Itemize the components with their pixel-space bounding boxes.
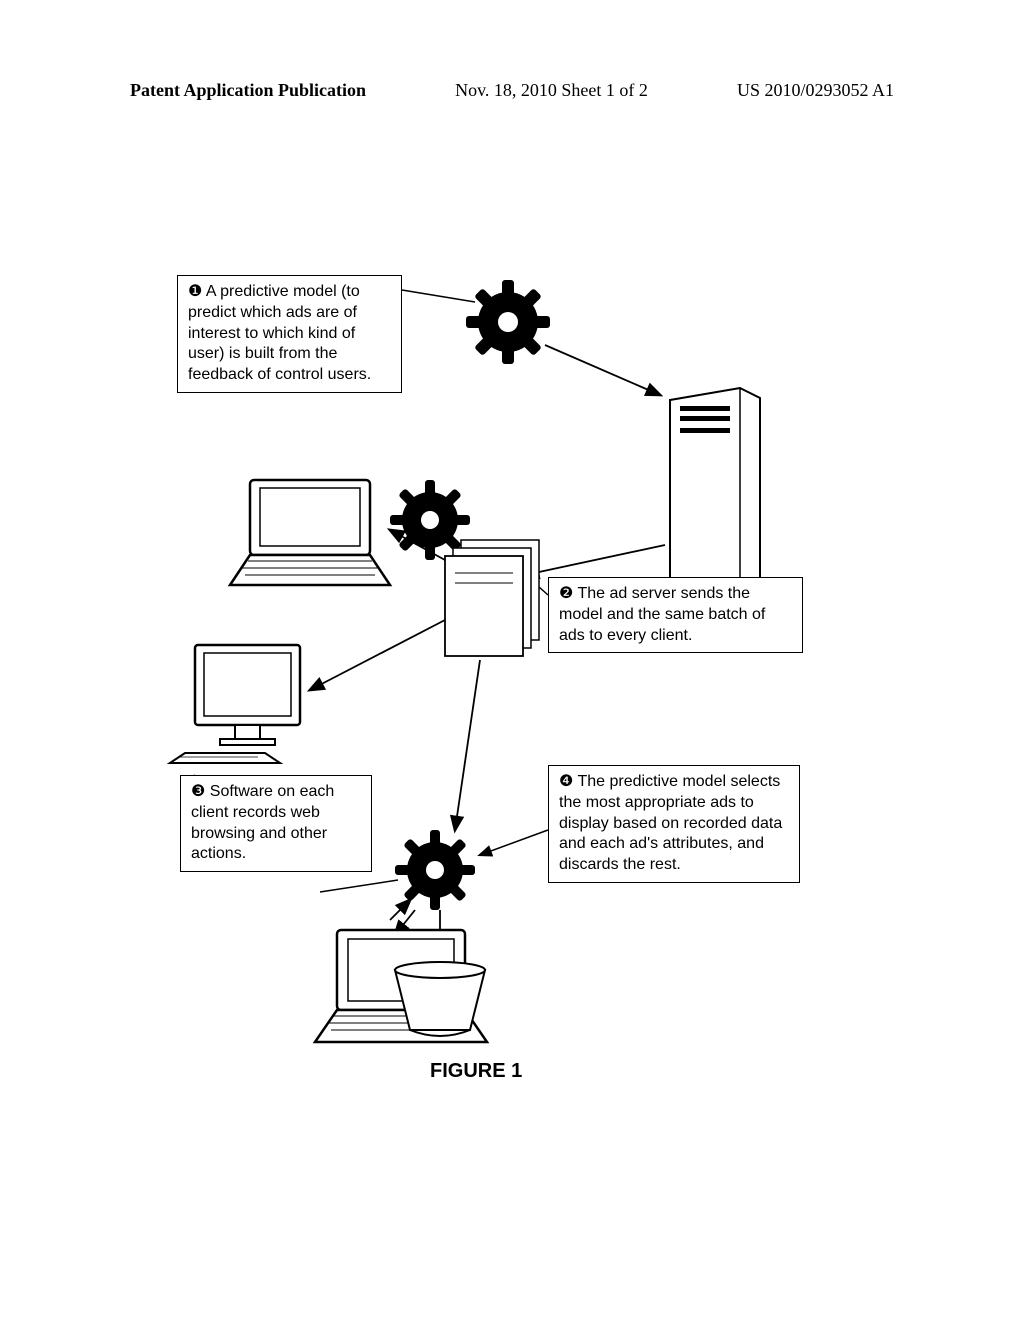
callout-text-1: A predictive model (to predict which ads… (188, 283, 371, 383)
callout-box-4: ❹ The predictive model selects the most … (548, 765, 800, 883)
desktop-icon (170, 645, 300, 763)
documents-icon (445, 540, 539, 656)
server-icon (670, 388, 760, 593)
figure-canvas (0, 0, 1024, 1320)
callout-number-4: ❹ (559, 773, 573, 790)
callout-box-1: ❶ A predictive model (to predict which a… (177, 275, 402, 393)
callout-number-3: ❸ (191, 783, 205, 800)
callout-number-2: ❷ (559, 585, 573, 602)
trash-icon (395, 962, 485, 1036)
callout-number-1: ❶ (188, 283, 202, 300)
callout-box-2: ❷ The ad server sends the model and the … (548, 577, 803, 653)
callout-box-3: ❸ Software on each client records web br… (180, 775, 372, 872)
gear-icon (466, 280, 550, 364)
laptop-icon (230, 480, 390, 585)
figure-caption: FIGURE 1 (430, 1060, 522, 1083)
callout-text-4: The predictive model selects the most ap… (559, 773, 782, 873)
gear-icon (395, 830, 475, 910)
callout-text-2: The ad server sends the model and the sa… (559, 585, 765, 644)
callout-text-3: Software on each client records web brow… (191, 783, 334, 862)
